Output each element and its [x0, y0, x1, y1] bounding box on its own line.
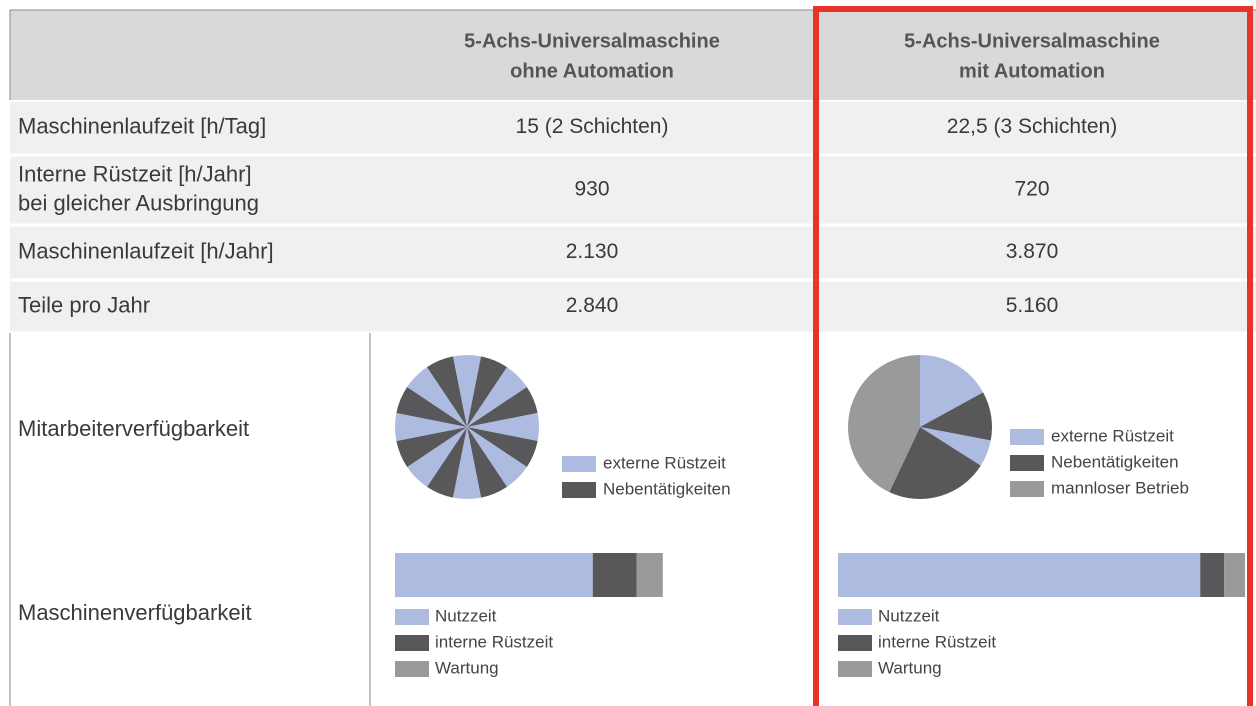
row-label: Maschinenlaufzeit [h/Jahr]	[18, 238, 274, 263]
pie-slice	[426, 427, 467, 498]
cell-value: 2.840	[566, 294, 619, 317]
legend-label: externe Rüstzeit	[1051, 426, 1174, 445]
legend-label: interne Rüstzeit	[435, 632, 553, 651]
legend-label: Nutzzeit	[435, 606, 497, 625]
row-label: Interne Rüstzeit [h/Jahr]	[18, 161, 252, 186]
bar-segment	[636, 553, 663, 597]
legend-swatch	[1010, 481, 1044, 497]
bar-segment	[592, 553, 637, 597]
row-background	[10, 226, 1256, 279]
cell-value: 22,5 (3 Schichten)	[947, 115, 1117, 138]
legend-label: externe Rüstzeit	[603, 453, 726, 472]
header-text: 5-Achs-Universalmaschine	[464, 30, 720, 52]
pie-slice	[467, 356, 508, 427]
legend-label: mannloser Betrieb	[1051, 478, 1189, 497]
row-background	[10, 156, 1256, 224]
header-text: 5-Achs-Universalmaschine	[904, 30, 1160, 52]
legend-swatch	[838, 609, 872, 625]
pie-slice	[920, 355, 984, 427]
pie-slice	[407, 367, 467, 427]
header-text: ohne Automation	[510, 60, 674, 82]
legend-label: interne Rüstzeit	[878, 632, 996, 651]
legend-swatch	[395, 609, 429, 625]
bar-segment	[1224, 553, 1245, 597]
pie-slice	[889, 427, 981, 499]
legend-label: Nebentätigkeiten	[1051, 452, 1179, 471]
pie-slice	[920, 427, 991, 466]
bar-segment	[838, 553, 1201, 597]
pie-slice	[467, 367, 527, 427]
pie-slice	[426, 356, 467, 427]
cell-value: 15 (2 Schichten)	[516, 115, 669, 138]
header-background	[10, 10, 1256, 100]
pie-slice	[467, 427, 538, 468]
legend-swatch	[395, 661, 429, 677]
pie-slice	[396, 427, 467, 468]
row-label: Mitarbeiterverfügbarkeit	[18, 416, 249, 441]
pie-slice	[467, 386, 538, 427]
row-label: Teile pro Jahr	[18, 292, 150, 317]
legend-label: Wartung	[878, 658, 942, 677]
pie-slice	[452, 427, 482, 499]
row-background	[10, 281, 1256, 332]
legend-swatch	[562, 482, 596, 498]
cell-value: 930	[574, 178, 609, 201]
header-text: mit Automation	[959, 60, 1105, 82]
cell-value: 3.870	[1006, 240, 1059, 263]
bar-segment	[1200, 553, 1225, 597]
legend-label: Nutzzeit	[878, 606, 940, 625]
legend-swatch	[1010, 455, 1044, 471]
pie-slice	[467, 427, 527, 487]
pie-slice	[467, 427, 508, 498]
row-label: Maschinenlaufzeit [h/Tag]	[18, 113, 266, 138]
pie-slice	[848, 355, 920, 493]
cell-value: 720	[1014, 178, 1049, 201]
cell-value: 5.160	[1006, 294, 1059, 317]
pie-slice	[407, 427, 467, 487]
legend-label: Nebentätigkeiten	[603, 479, 731, 498]
pie-slice	[467, 412, 539, 442]
legend-label: Wartung	[435, 658, 499, 677]
pie-slice	[396, 386, 467, 427]
pie-slice	[452, 355, 482, 427]
row-label: bei gleicher Ausbringung	[18, 190, 259, 215]
legend-swatch	[1010, 429, 1044, 445]
row-background	[10, 101, 1256, 154]
pie-slice	[920, 392, 993, 441]
row-label: Maschinenverfügbarkeit	[18, 600, 252, 625]
cell-value: 2.130	[566, 240, 619, 263]
legend-swatch	[562, 456, 596, 472]
legend-swatch	[838, 635, 872, 651]
legend-swatch	[838, 661, 872, 677]
highlight-frame	[813, 6, 1253, 706]
pie-slice	[395, 412, 467, 442]
bar-segment	[395, 553, 593, 597]
legend-swatch	[395, 635, 429, 651]
